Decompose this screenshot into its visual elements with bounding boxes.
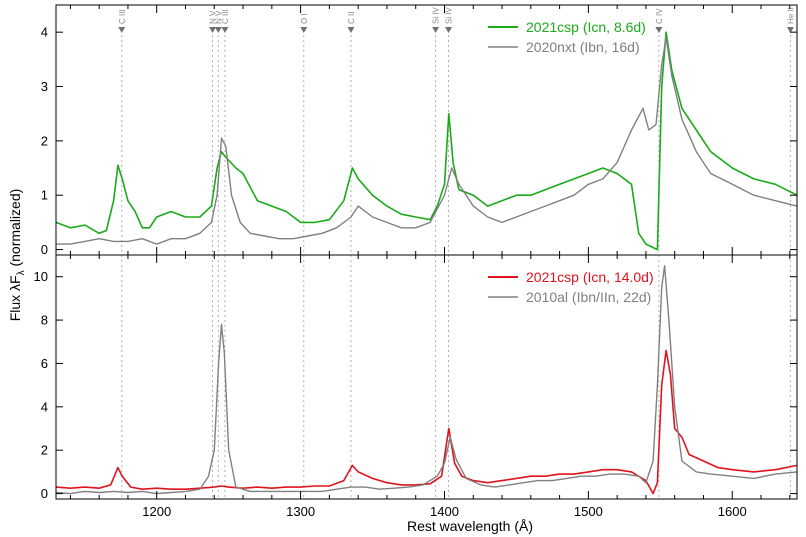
y-tick-label-0-0: 0 <box>41 242 48 257</box>
y-tick-label-1-2: 4 <box>41 399 48 414</box>
y-tick-label-1-4: 8 <box>41 313 48 328</box>
line-id-label-0: C III <box>118 9 127 24</box>
line-id-label-6: Si IV <box>432 6 441 24</box>
bottom-panel: 0 2 4 6 8 10 1200 1300 1400 1500 1600 2021csp (Icn,… <box>34 254 798 519</box>
line-id-label-4: O I <box>300 13 309 24</box>
x-tick-label-1: 1300 <box>286 504 315 519</box>
y-tick-label-0-2: 2 <box>41 133 48 148</box>
x-tick-label-4: 1600 <box>718 504 747 519</box>
panel-frame-1 <box>55 254 798 500</box>
y-tick-label-1-3: 6 <box>41 356 48 371</box>
line-id-arrow-1 <box>209 27 217 33</box>
y-axis-title: Flux λFλ (normalized) <box>7 189 27 322</box>
series-line-1-0 <box>55 349 798 495</box>
line-id-label-9: He II <box>786 7 795 24</box>
series-line-0-0 <box>55 31 798 251</box>
legend-label-0-1: 2020nxt (Ibn, 16d) <box>526 39 640 55</box>
series-line-1-1 <box>55 265 798 495</box>
legend-label-1-1: 2010al (Ibn/IIn, 22d) <box>526 289 651 305</box>
line-id-label-3: C III <box>221 9 230 24</box>
line-id-label-5: C II <box>347 12 356 24</box>
line-id-label-1: N V <box>209 10 218 24</box>
panel-frame-0 <box>55 4 798 256</box>
line-id-arrow-7 <box>445 27 453 33</box>
y-tick-label-1-5: 10 <box>34 269 48 284</box>
x-tick-label-0: 1200 <box>142 504 171 519</box>
line-id-arrow-3 <box>221 27 229 33</box>
line-id-label-2: N V <box>214 10 223 24</box>
line-id-arrow-8 <box>655 27 663 33</box>
line-id-arrow-5 <box>347 27 355 33</box>
line-id-arrow-6 <box>432 27 440 33</box>
legend-label-1-0: 2021csp (Icn, 14.0d) <box>526 269 654 285</box>
line-id-arrow-9 <box>786 27 794 33</box>
y-tick-label-1-0: 0 <box>41 486 48 501</box>
y-tick-label-0-1: 1 <box>41 188 48 203</box>
line-id-label-7: Si IV <box>445 6 454 24</box>
y-tick-label-1-1: 2 <box>41 443 48 458</box>
y-tick-label-0-3: 3 <box>41 79 48 94</box>
x-tick-label-3: 1500 <box>574 504 603 519</box>
line-id-arrow-2 <box>214 27 222 33</box>
line-id-label-8: C IV <box>655 8 664 24</box>
y-tick-label-0-4: 4 <box>41 25 48 40</box>
x-axis-title: Rest wavelength (Å) <box>407 518 533 534</box>
legend-label-0-0: 2021csp (Icn, 8.6d) <box>526 19 646 35</box>
x-tick-label-2: 1400 <box>430 504 459 519</box>
top-panel: 0 1 2 3 4 2021csp (Icn, 8.6d) 2020nxt (Ibn, 16… <box>41 4 798 257</box>
line-id-arrow-4 <box>300 27 308 33</box>
series-line-0-1 <box>56 36 798 245</box>
line-id-arrow-0 <box>118 27 126 33</box>
